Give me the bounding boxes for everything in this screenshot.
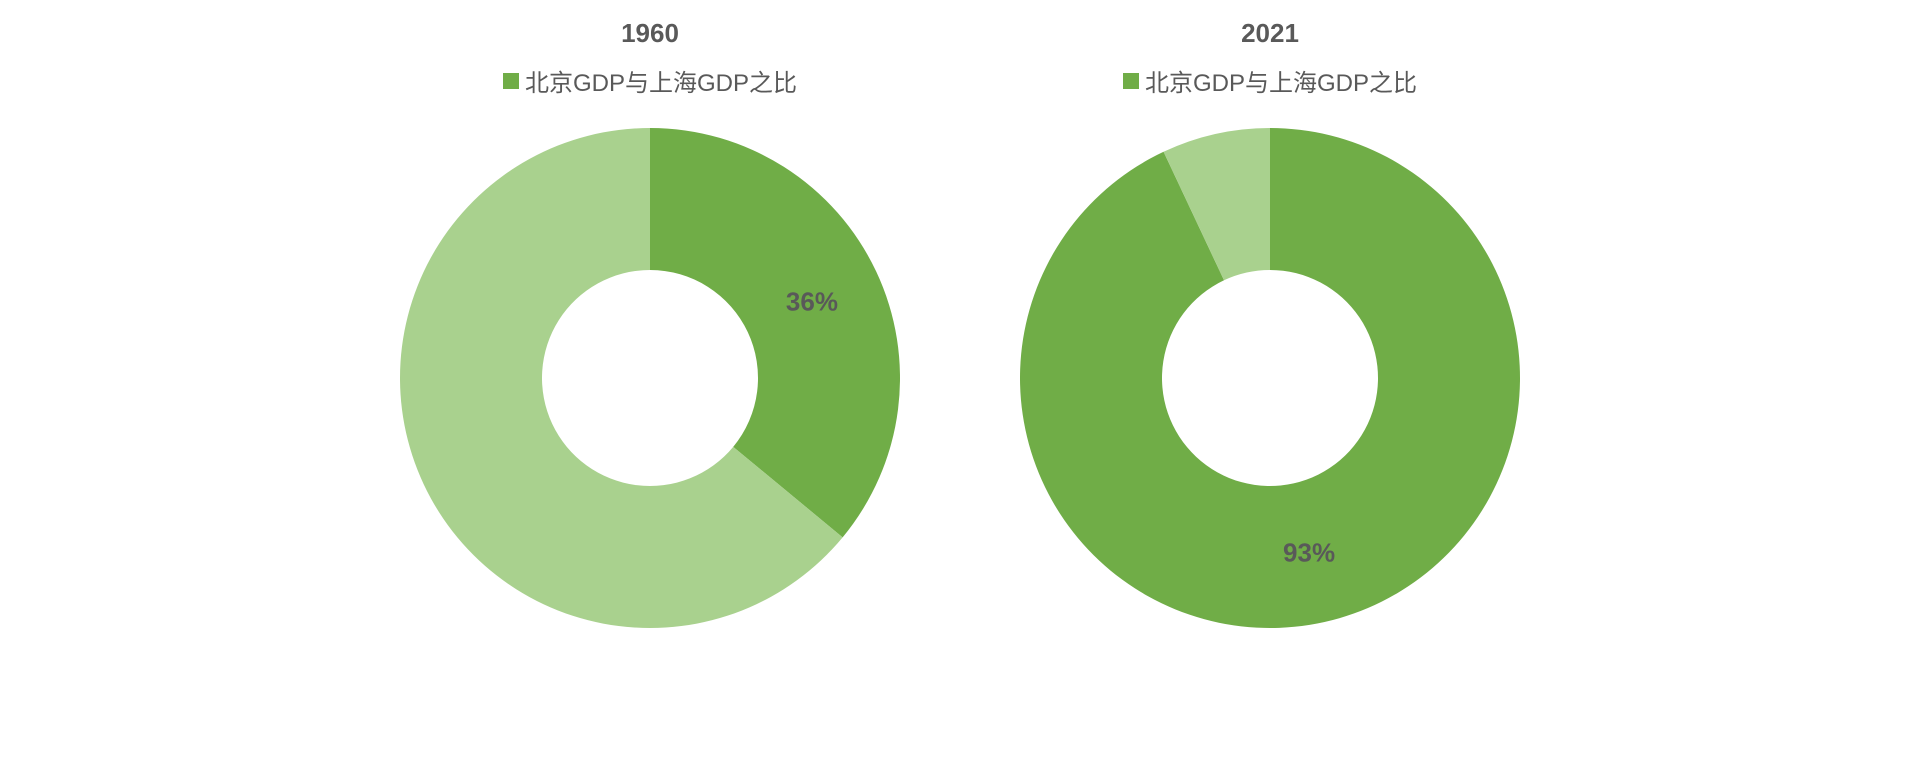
donut-chart-1960: 36% xyxy=(400,128,900,628)
chart-panel-2021: 2021 北京GDP与上海GDP之比 93% xyxy=(1020,18,1520,628)
donut-slice xyxy=(650,128,900,537)
legend-label: 北京GDP与上海GDP之比 xyxy=(525,63,797,98)
donut-chart-2021: 93% xyxy=(1020,128,1520,628)
donut-svg xyxy=(1020,128,1520,628)
donut-svg xyxy=(400,128,900,628)
slice-label: 93% xyxy=(1283,537,1335,568)
chart-title: 2021 xyxy=(1241,18,1299,49)
chart-title: 1960 xyxy=(621,18,679,49)
chart-panel-1960: 1960 北京GDP与上海GDP之比 36% xyxy=(400,18,900,628)
charts-container: 1960 北京GDP与上海GDP之比 36% 2021 北京GDP与上海GDP之… xyxy=(400,18,1520,628)
legend-label: 北京GDP与上海GDP之比 xyxy=(1145,63,1417,98)
legend: 北京GDP与上海GDP之比 xyxy=(503,63,797,98)
legend-swatch xyxy=(503,73,519,89)
slice-label: 36% xyxy=(786,286,838,317)
legend: 北京GDP与上海GDP之比 xyxy=(1123,63,1417,98)
legend-swatch xyxy=(1123,73,1139,89)
donut-slices-0 xyxy=(400,128,900,628)
donut-slices-1 xyxy=(1020,128,1520,628)
